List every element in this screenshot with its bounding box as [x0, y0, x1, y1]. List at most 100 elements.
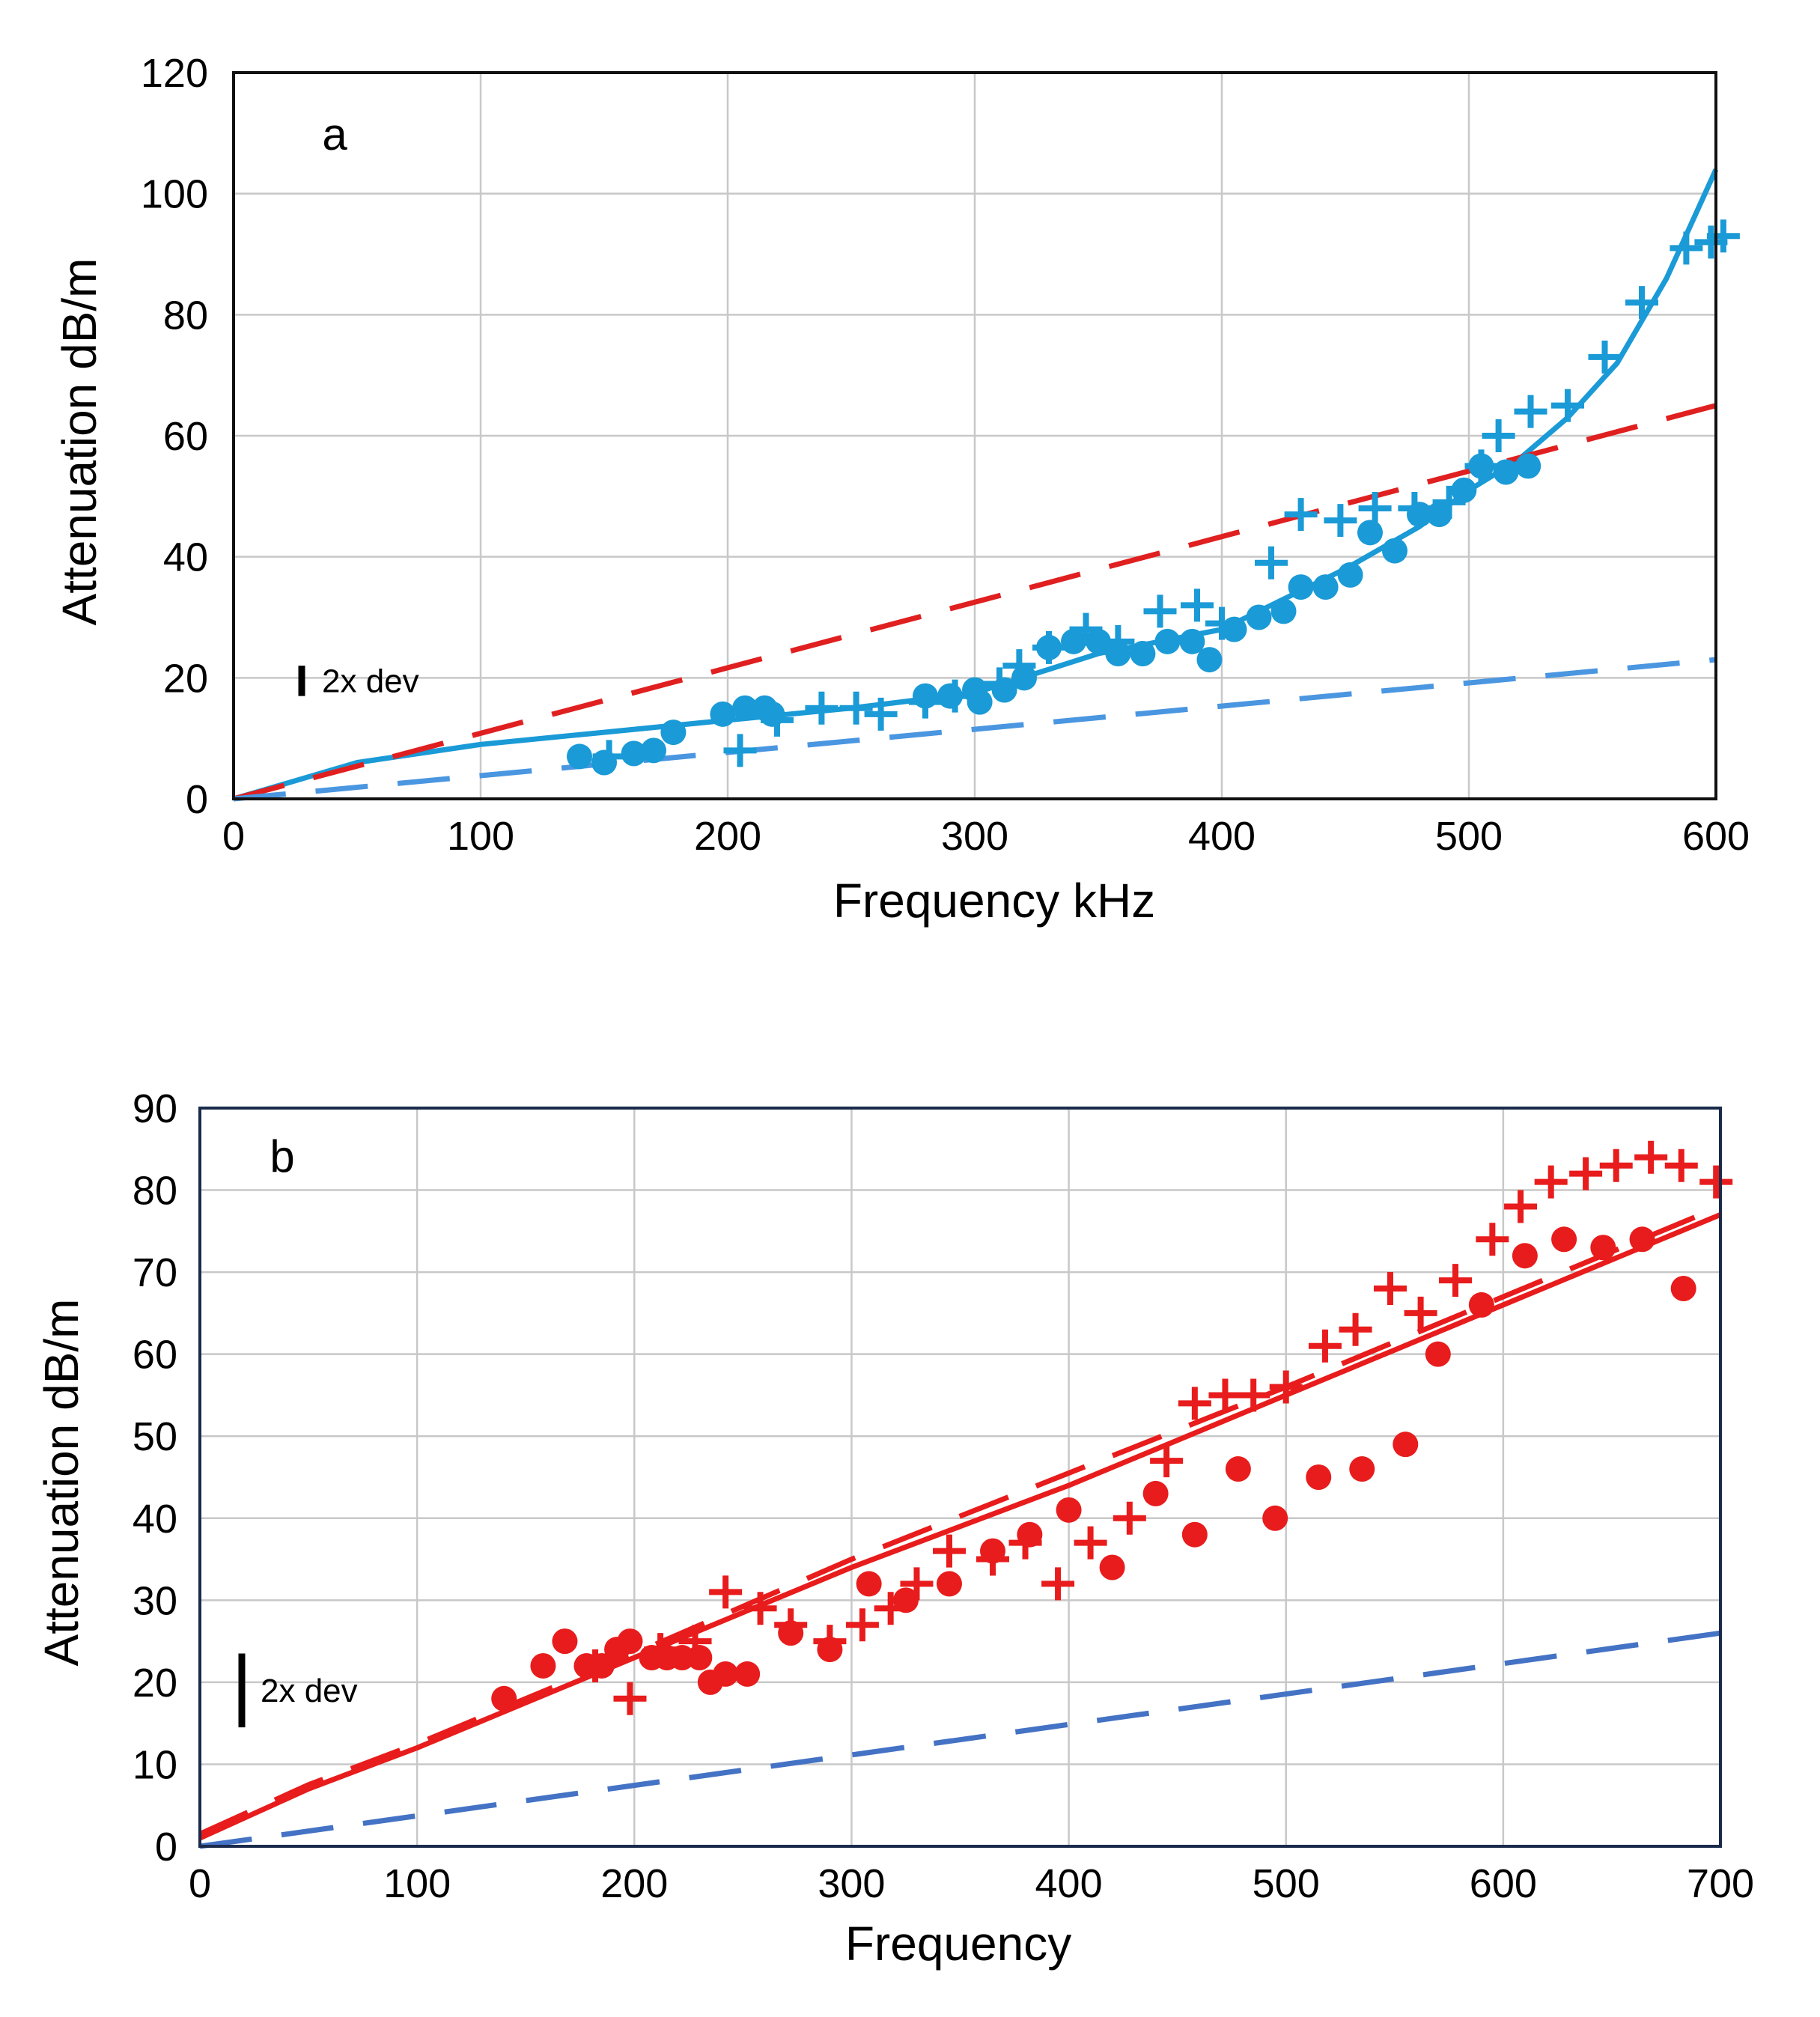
data-point-circle [1512, 1243, 1538, 1269]
data-point-cross [845, 1608, 879, 1642]
data-point-circle [1154, 628, 1181, 654]
data-point-circle [1312, 574, 1339, 600]
data-point-cross [1439, 1264, 1473, 1297]
data-point-circle [1451, 477, 1477, 503]
data-point-cross [1143, 594, 1177, 628]
data-point-circle [967, 689, 993, 715]
data-point-cross [900, 1567, 934, 1601]
data-point-cross [1699, 1165, 1733, 1199]
data-point-circle [1337, 562, 1363, 588]
data-point-cross [1178, 1387, 1211, 1420]
y-tick-label: 80 [163, 293, 208, 338]
y-tick-label: 0 [155, 1825, 177, 1870]
data-point-cross [1008, 1526, 1042, 1560]
data-point-circle [1349, 1456, 1375, 1482]
data-point-circle [1670, 1276, 1696, 1302]
data-point-circle [660, 720, 687, 746]
series-line-dashed [233, 403, 1717, 802]
y-axis-label: Attenuation dB/m [34, 1299, 88, 1667]
y-axis-label: Attenuation dB/m [52, 258, 106, 626]
data-point-cross [1150, 1444, 1184, 1478]
y-tick-label: 80 [133, 1169, 177, 1214]
x-axis-label: Frequency kHz [833, 874, 1155, 928]
data-point-circle [530, 1652, 556, 1679]
series-line-dashed [198, 1204, 1722, 1837]
x-tick-label: 300 [818, 1861, 885, 1906]
chart-panel-b: 0 100 200 300 400 500 600 700 0 10 20 30 40 50 60 70 80 9… [34, 1086, 1754, 1971]
deviation-label: 2x dev [261, 1673, 358, 1709]
data-point-cross [932, 1534, 966, 1568]
data-point-cross [1514, 395, 1547, 428]
data-point-circle [1393, 1432, 1419, 1458]
data-point-circle [1468, 1292, 1494, 1318]
x-tick-label: 700 [1687, 1861, 1754, 1906]
y-tick-label: 20 [133, 1661, 177, 1706]
chart-panel-a: 0 100 200 300 400 500 600 0 20 40 60 80 100 120 Freque… [52, 51, 1750, 928]
data-point-circle [1425, 1341, 1451, 1367]
data-point-cross [1482, 419, 1515, 452]
data-point-cross [983, 667, 1016, 701]
data-point-cross [644, 1633, 678, 1667]
data-point-cross [813, 1625, 847, 1658]
data-point-cross [613, 1682, 647, 1715]
data-point-circle [617, 1628, 643, 1655]
data-point-circle [1551, 1226, 1577, 1253]
x-tick-label: 400 [1188, 814, 1256, 859]
data-point-cross [864, 697, 898, 731]
data-point-circle [1288, 574, 1314, 600]
data-point-circle [936, 1571, 962, 1597]
data-point-cross [976, 1542, 1010, 1576]
data-point-cross [1358, 492, 1392, 525]
data-point-circle [1262, 1505, 1288, 1531]
data-point-cross [1208, 1378, 1242, 1412]
y-tick-label: 40 [163, 535, 208, 580]
data-point-cross [1255, 546, 1288, 579]
data-point-circle [567, 743, 592, 770]
x-tick-label: 100 [383, 1861, 451, 1906]
data-point-circle [1142, 1480, 1169, 1506]
y-tick-label: 30 [133, 1578, 177, 1623]
data-point-cross [1269, 1370, 1303, 1404]
y-tick-label: 60 [163, 414, 208, 459]
plot-border [232, 71, 1717, 800]
y-tick-label: 90 [133, 1086, 177, 1131]
data-point-circle [1590, 1235, 1616, 1261]
data-point-cross [1069, 612, 1103, 646]
data-point-cross [1205, 606, 1238, 640]
data-point-cross [805, 691, 839, 725]
data-point-circle [856, 1571, 882, 1597]
data-point-circle [641, 737, 666, 764]
data-point-cross [774, 1608, 808, 1642]
data-point-circle [1130, 641, 1156, 666]
data-point-cross [1404, 1296, 1437, 1330]
data-point-cross [1101, 624, 1135, 658]
y-tick-label: 60 [133, 1333, 177, 1378]
panel-label: b [270, 1131, 294, 1181]
data-point-circle [491, 1685, 517, 1712]
data-point-cross [1002, 649, 1036, 683]
data-point-cross [1504, 1190, 1538, 1223]
x-tick-label: 600 [1470, 1861, 1537, 1906]
data-point-circle [1629, 1226, 1655, 1253]
data-point-cross [1569, 1157, 1603, 1190]
data-point-circle [1056, 1497, 1082, 1523]
data-point-cross [678, 1625, 712, 1658]
data-point-circle [1515, 453, 1541, 479]
x-tick-label: 200 [600, 1861, 668, 1906]
data-point-cross [1113, 1501, 1146, 1535]
series-line-dashed [199, 1630, 1721, 1849]
data-point-cross [874, 1592, 907, 1625]
data-point-circle [1179, 628, 1205, 654]
data-point-cross [938, 679, 972, 713]
data-point-cross [1181, 588, 1214, 622]
y-tick-label: 100 [141, 172, 208, 217]
data-point-cross [592, 740, 626, 773]
data-point-circle [1225, 1456, 1251, 1482]
data-point-cross [1599, 1149, 1633, 1182]
data-point-circle [1196, 647, 1223, 673]
deviation-label: 2x dev [322, 663, 419, 699]
series-group [233, 168, 1740, 802]
data-point-cross [1634, 1140, 1668, 1174]
panel-label: a [322, 109, 347, 159]
